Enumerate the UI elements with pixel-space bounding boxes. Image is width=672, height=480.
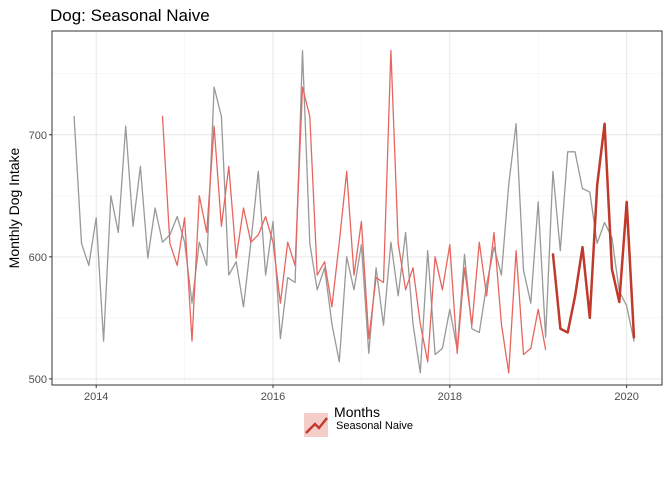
legend-key-line <box>305 417 328 434</box>
x-tick-label: 2020 <box>614 391 638 403</box>
series-layer <box>73 49 636 374</box>
x-tick-label: 2014 <box>84 391 108 403</box>
x-tick-label: 2018 <box>438 391 462 403</box>
series-line-forecast <box>551 122 636 339</box>
x-axis-title: Months <box>334 404 380 420</box>
y-tick-label: 600 <box>29 252 47 264</box>
chart-title: Dog: Seasonal Naive <box>50 6 210 25</box>
plot-panel-border <box>51 30 663 386</box>
y-tick-label: 700 <box>29 130 47 142</box>
legend: Seasonal Naive <box>304 413 413 437</box>
x-tick-label: 2016 <box>261 391 285 403</box>
axes: 2014 2016 2018 2020 500 600 700 <box>29 30 663 403</box>
y-axis-title: Monthly Dog Intake <box>6 147 22 268</box>
legend-label-seasonal-naive: Seasonal Naive <box>336 420 413 432</box>
y-tick-label: 500 <box>29 374 47 386</box>
series-line-fitted <box>161 49 547 374</box>
series-line-actual <box>73 49 635 374</box>
grid <box>52 31 662 385</box>
